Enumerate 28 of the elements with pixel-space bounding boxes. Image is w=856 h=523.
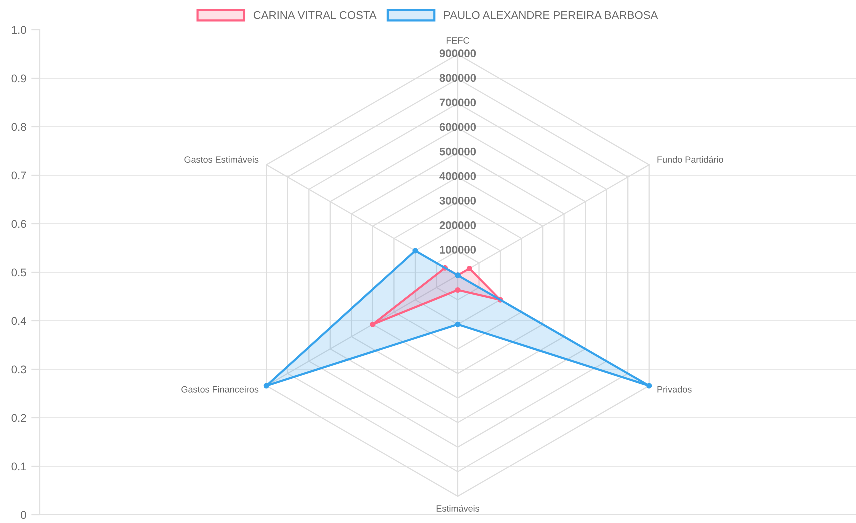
y-tick-label: 100000 bbox=[440, 246, 476, 254]
y-tick-label: 700000 bbox=[440, 98, 476, 107]
spoke-label: Privados bbox=[658, 386, 692, 393]
y-tick-label: 0.9 bbox=[12, 74, 26, 83]
y-tick-label: 900000 bbox=[440, 50, 476, 58]
spoke-label: Gastos Financeiros bbox=[182, 386, 259, 393]
y-tick-label: 0.6 bbox=[12, 220, 26, 228]
y-tick-label: 600000 bbox=[440, 123, 476, 132]
y-tick-label: 0.5 bbox=[12, 268, 26, 277]
spoke-label: Estimáveis bbox=[436, 505, 480, 512]
y-tick-label: 0.2 bbox=[12, 414, 26, 422]
y-tick-label: 800000 bbox=[440, 74, 476, 82]
y-tick-label: 200000 bbox=[440, 222, 476, 230]
spoke-label: FEFC bbox=[446, 38, 470, 44]
y-tick-label: 0.1 bbox=[12, 462, 26, 471]
y-tick-label: 0.4 bbox=[12, 317, 26, 326]
y-tick-label: 400000 bbox=[440, 172, 476, 180]
spoke-label: Fundo Partidário bbox=[658, 156, 724, 164]
y-tick-label: 0.7 bbox=[12, 172, 26, 180]
y-tick-label: 0.3 bbox=[12, 366, 26, 374]
spoke-label: Gastos Estimáveis bbox=[184, 156, 259, 164]
y-tick-label: 1.0 bbox=[12, 26, 26, 34]
y-tick-label: 500000 bbox=[440, 148, 476, 156]
legend-label: PAULO ALEXANDRE PEREIRA BARBOSA bbox=[444, 11, 658, 20]
y-tick-label: 0.8 bbox=[12, 123, 26, 132]
y-tick-label: 0 bbox=[21, 511, 26, 520]
legend-label: CARINA VITRAL COSTA bbox=[254, 11, 377, 20]
y-tick-label: 300000 bbox=[440, 196, 476, 205]
